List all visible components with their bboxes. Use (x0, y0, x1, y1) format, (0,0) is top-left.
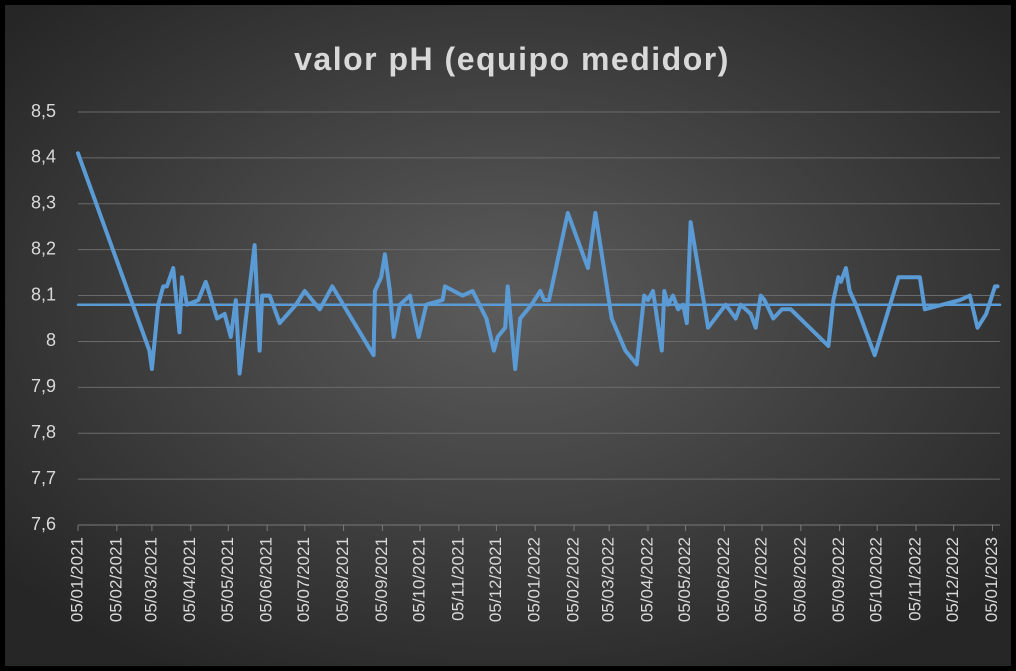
x-tick-label: 05/09/2021 (372, 537, 391, 622)
chart-title: valor pH (equipo medidor) (294, 41, 730, 77)
y-tick-label: 8,4 (31, 147, 56, 167)
x-tick-label: 05/03/2022 (599, 537, 618, 622)
y-tick-label: 7,9 (31, 376, 56, 396)
x-tick-label: 05/05/2021 (218, 537, 237, 622)
x-tick-label: 05/08/2021 (333, 537, 352, 622)
x-tick-label: 05/04/2021 (180, 537, 199, 622)
y-tick-label: 7,7 (31, 468, 56, 488)
x-tick-label: 05/04/2022 (637, 537, 656, 622)
x-tick-label: 05/07/2022 (751, 537, 770, 622)
x-tick-label: 05/10/2021 (409, 537, 428, 622)
y-tick-label: 8 (46, 330, 56, 350)
x-tick-label: 05/11/2021 (448, 537, 467, 621)
x-tick-label: 05/02/2022 (564, 537, 583, 622)
x-tick-label: 05/01/2023 (982, 537, 1001, 622)
x-tick-label: 05/10/2022 (867, 537, 886, 622)
x-tick-label: 05/06/2022 (714, 537, 733, 622)
y-tick-label: 8,3 (31, 193, 56, 213)
x-tick-label: 05/01/2021 (67, 537, 86, 622)
x-tick-label: 05/08/2022 (790, 537, 809, 622)
x-tick-label: 05/03/2021 (141, 537, 160, 622)
y-tick-label: 7,8 (31, 422, 56, 442)
y-tick-label: 8,5 (31, 101, 56, 121)
chart-background (5, 5, 1011, 666)
x-tick-label: 05/07/2021 (294, 537, 313, 622)
x-tick-label: 05/11/2022 (906, 537, 925, 621)
y-tick-label: 7,6 (31, 514, 56, 534)
data-line (76, 151, 1000, 376)
x-tick-label: 05/01/2022 (525, 537, 544, 622)
x-tick-label: 05/06/2021 (257, 537, 276, 622)
x-tick-label: 05/05/2022 (675, 537, 694, 622)
x-tick-label: 05/09/2022 (829, 537, 848, 622)
y-tick-label: 8,1 (31, 284, 56, 304)
x-tick-label: 05/12/2022 (943, 537, 962, 622)
x-tick-label: 05/02/2021 (106, 537, 125, 622)
y-tick-label: 8,2 (31, 238, 56, 258)
x-tick-label: 05/12/2021 (486, 537, 505, 622)
